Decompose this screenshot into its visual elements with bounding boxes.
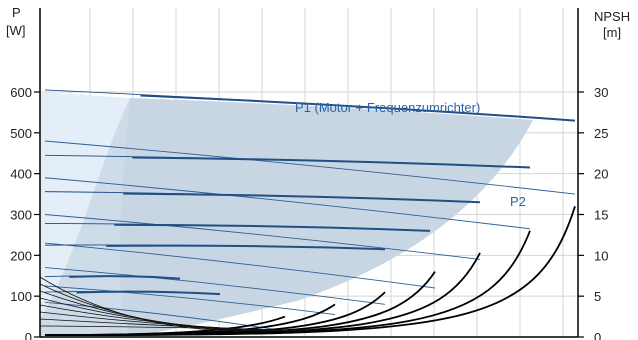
- right-tick-label: 15: [594, 208, 608, 223]
- left-axis-title: P: [12, 5, 21, 20]
- right-tick-label: 30: [594, 85, 608, 100]
- right-tick-label: 10: [594, 248, 608, 263]
- left-tick-label: 400: [10, 167, 32, 182]
- left-tick-label: 100: [10, 289, 32, 304]
- left-tick-label: 300: [10, 208, 32, 223]
- right-tick-label: 20: [594, 167, 608, 182]
- left-tick-label: 600: [10, 85, 32, 100]
- right-tick-label: 0: [594, 330, 601, 340]
- right-tick-label: 25: [594, 126, 608, 141]
- left-tick-label: 200: [10, 248, 32, 263]
- p2-annotation: P2: [510, 194, 526, 209]
- p1-annotation: P1 (Motor + Frequenzumrichter): [295, 100, 480, 115]
- right-axis-unit: [m]: [603, 25, 621, 40]
- left-axis-unit: [W]: [6, 23, 26, 38]
- left-tick-label: 0: [25, 330, 32, 340]
- right-axis-title: NPSH: [594, 9, 630, 24]
- right-tick-label: 5: [594, 289, 601, 304]
- left-tick-label: 500: [10, 126, 32, 141]
